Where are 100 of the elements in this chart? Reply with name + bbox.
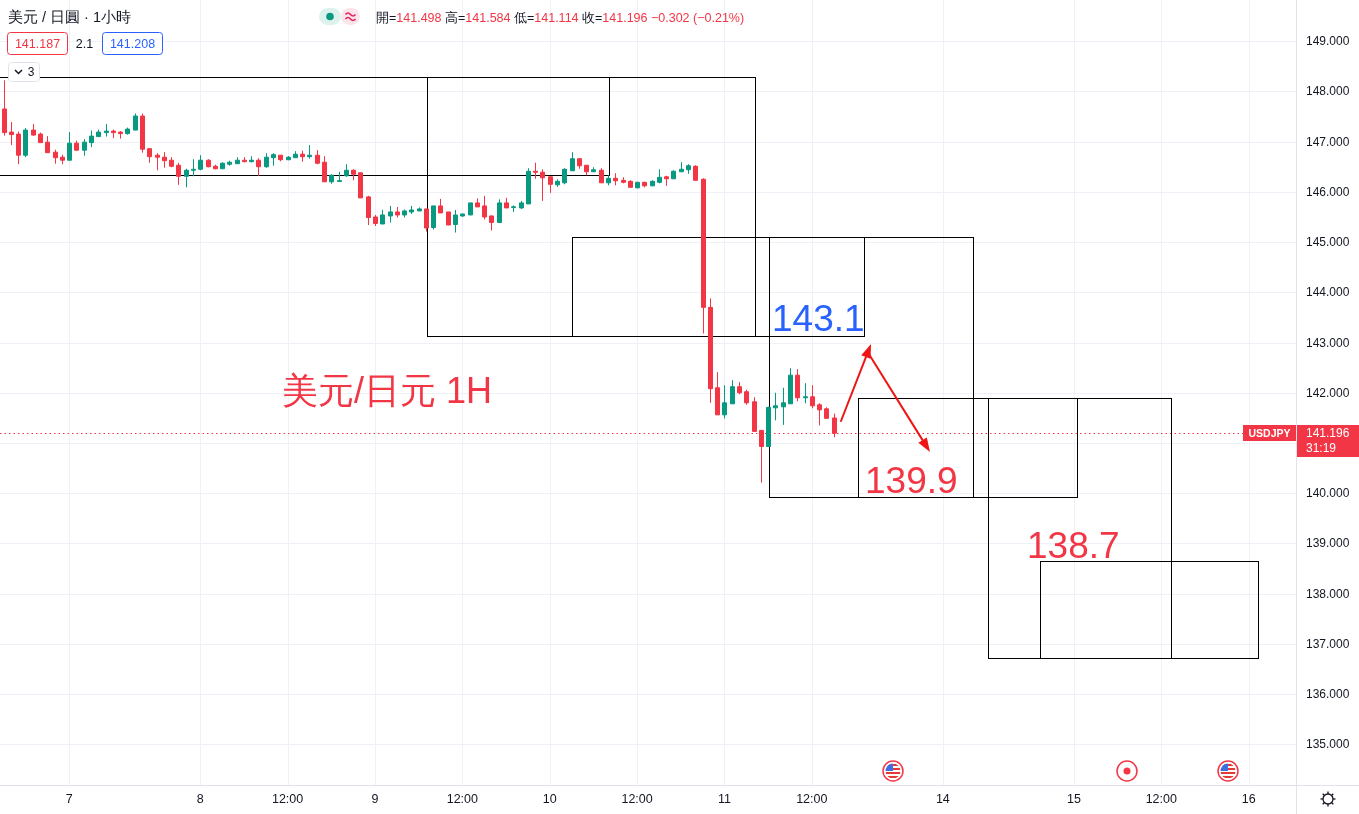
candlestick xyxy=(337,171,342,183)
candlestick xyxy=(198,154,203,171)
candlestick xyxy=(38,132,43,144)
candlestick xyxy=(657,168,662,184)
x-tick-label: 12:00 xyxy=(621,792,653,806)
annotation: 139.9 xyxy=(865,460,958,501)
annotation: 美元/日元 1H xyxy=(282,370,493,411)
y-tick-label: 145.000 xyxy=(1306,235,1350,250)
candlestick xyxy=(737,381,742,395)
candlestick xyxy=(795,368,800,402)
candlestick xyxy=(468,202,473,216)
candlestick xyxy=(140,113,145,154)
x-tick-label: 12:00 xyxy=(796,792,828,806)
candlestick xyxy=(803,382,808,404)
candlestick xyxy=(446,211,451,226)
y-tick-label: 138.000 xyxy=(1306,586,1350,601)
candlestick xyxy=(227,160,232,167)
candlestick xyxy=(9,121,14,146)
candlestick xyxy=(235,156,240,165)
x-tick-label: 8 xyxy=(196,792,204,806)
candlestick xyxy=(773,392,778,421)
candlestick xyxy=(453,209,458,234)
text: 美元 / 日圓 · 1小時 xyxy=(8,9,132,25)
candlestick xyxy=(744,389,749,406)
y-tick-label: 139.000 xyxy=(1306,536,1350,551)
candlestick xyxy=(322,155,327,183)
candlestick xyxy=(526,167,531,205)
candlestick xyxy=(548,176,553,194)
annotation: 138.7 xyxy=(1027,525,1120,566)
candlestick xyxy=(256,157,261,177)
candlestick xyxy=(482,195,487,220)
candlestick xyxy=(96,129,101,138)
candlestick xyxy=(438,198,443,214)
y-tick-label: 147.000 xyxy=(1306,134,1350,149)
candlestick xyxy=(155,152,160,171)
candlestick xyxy=(271,152,276,167)
candlestick xyxy=(89,130,94,148)
text: 開=141.498 高=141.584 低=141.114 收=141.196 −0.302 (−0.21%) xyxy=(376,10,745,25)
y-tick-label: 148.000 xyxy=(1306,84,1350,99)
candlestick xyxy=(2,79,7,137)
x-tick-label: 12:00 xyxy=(1145,792,1177,806)
x-tick-label: 10 xyxy=(542,792,557,806)
candlestick xyxy=(191,158,196,177)
y-tick-label: 143.000 xyxy=(1306,335,1350,350)
x-tick-label: 16 xyxy=(1241,792,1256,806)
x-tick-label: 12:00 xyxy=(446,792,479,806)
candlestick xyxy=(679,161,684,173)
candlestick xyxy=(373,214,378,227)
x-tick-label: 11 xyxy=(717,792,731,806)
candlestick xyxy=(817,402,822,426)
candlestick xyxy=(60,154,65,165)
candlestick xyxy=(366,195,371,226)
annotation: 141.208 xyxy=(109,37,156,51)
candlestick xyxy=(358,172,363,199)
y-tick-label: 140.000 xyxy=(1306,486,1350,501)
candlestick xyxy=(664,175,669,187)
candlestick xyxy=(409,205,414,215)
candlestick xyxy=(824,406,829,419)
candlestick xyxy=(23,127,28,158)
candlestick xyxy=(176,162,181,186)
candlestick xyxy=(344,163,349,178)
candlestick xyxy=(388,205,393,223)
candlestick xyxy=(628,179,633,188)
candlestick xyxy=(31,123,36,137)
candlestick xyxy=(519,200,524,210)
candlestick xyxy=(693,164,698,181)
candlestick xyxy=(45,135,50,154)
candlestick xyxy=(82,138,87,157)
candlestick xyxy=(621,176,626,184)
x-tick-label: 14 xyxy=(935,792,950,806)
candlestick xyxy=(606,174,611,186)
candlestick xyxy=(504,197,509,209)
candlestick xyxy=(781,387,786,426)
candlestick xyxy=(431,205,436,231)
candlestick xyxy=(584,164,589,176)
candlestick xyxy=(562,167,567,185)
candlestick xyxy=(169,156,174,168)
candlestick xyxy=(555,178,560,188)
candlestick xyxy=(599,167,604,184)
candlestick xyxy=(242,156,247,163)
annotation: 141.187 xyxy=(14,37,61,51)
candlestick xyxy=(402,208,407,218)
candlestick xyxy=(424,208,429,233)
y-tick-label: 136.000 xyxy=(1306,687,1350,702)
y-tick-label: 144.000 xyxy=(1306,285,1350,300)
candlestick xyxy=(511,204,516,213)
candlestick xyxy=(53,149,58,165)
candlestick xyxy=(133,113,138,131)
candlestick xyxy=(264,152,269,169)
y-tick-label: 135.000 xyxy=(1306,737,1350,752)
candlestick xyxy=(300,150,305,163)
candlestick xyxy=(67,131,72,161)
candlestick xyxy=(701,177,706,334)
candlestick xyxy=(489,214,494,232)
annotation: 3 xyxy=(27,65,35,79)
x-tick-label: 12:00 xyxy=(271,792,304,806)
candlestick xyxy=(475,197,480,208)
candlestick xyxy=(570,151,575,172)
y-tick-label: 146.000 xyxy=(1306,184,1350,199)
annotation: 143.1 xyxy=(772,298,865,339)
